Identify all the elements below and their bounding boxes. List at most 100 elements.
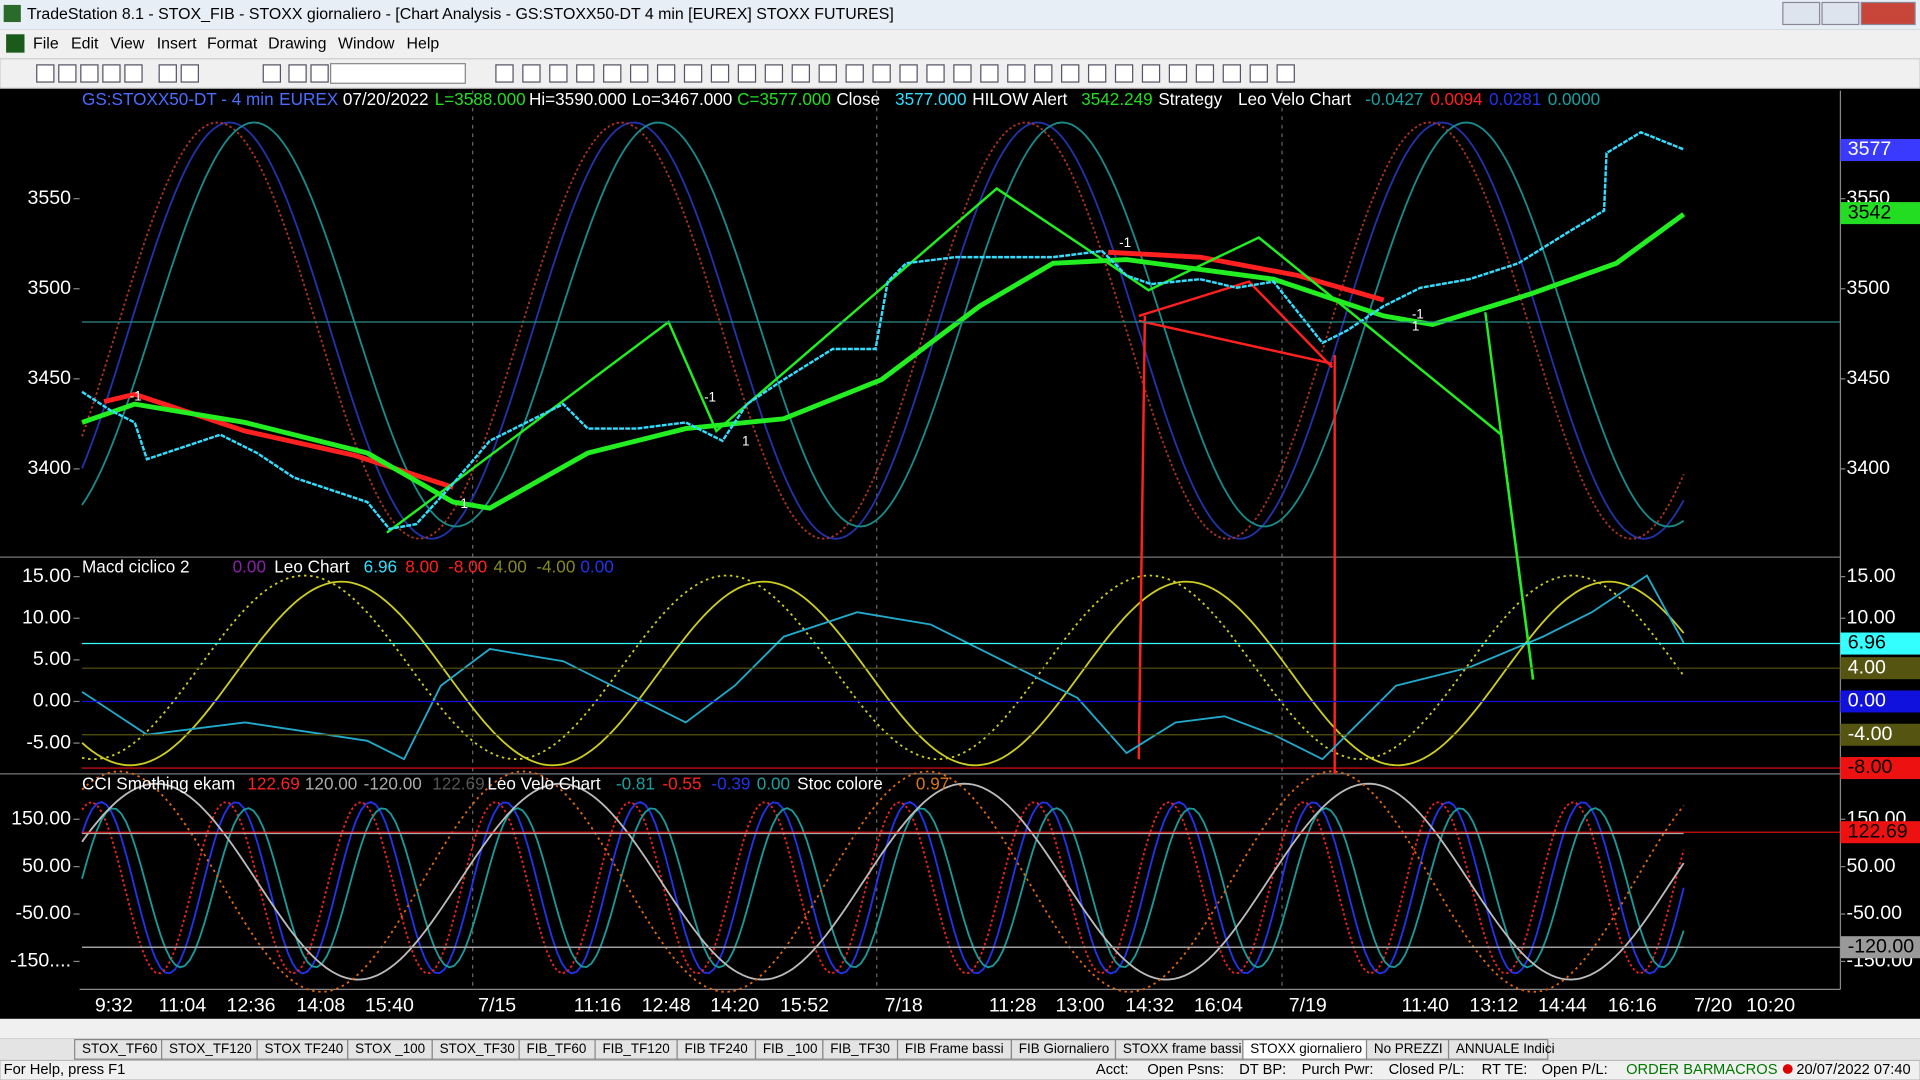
- toolbar-icon[interactable]: [953, 64, 972, 83]
- toolbar-icon[interactable]: [1141, 64, 1161, 83]
- indicator-header: Strategy: [1158, 89, 1222, 109]
- toolbar-icon[interactable]: [522, 64, 541, 83]
- toolbar-icon[interactable]: [710, 64, 730, 83]
- toolbar-icon[interactable]: [683, 64, 703, 83]
- menu-item[interactable]: Drawing: [268, 35, 326, 52]
- sheet-tab-label[interactable]: STOX_TF120: [169, 1041, 252, 1056]
- toolbar-icon[interactable]: [980, 64, 999, 83]
- status-field: Open Psns:: [1147, 1062, 1224, 1078]
- toolbar-icon[interactable]: [1168, 64, 1188, 83]
- y2-tick-label: 3500: [1847, 277, 1891, 299]
- sheet-tab-label[interactable]: STOX TF240: [264, 1041, 343, 1056]
- price-oscillator: [81, 121, 1685, 528]
- sheet-tab-label[interactable]: FIB_TF60: [527, 1041, 587, 1056]
- sheet-tab-label[interactable]: ANNUALE Indici: [1456, 1041, 1555, 1056]
- toolbar-icon[interactable]: [288, 64, 307, 83]
- value-badge-label: -8.00: [1848, 756, 1893, 778]
- value-badge-label: 3542: [1848, 201, 1892, 223]
- menu-item[interactable]: Edit: [71, 35, 99, 52]
- toolbar-icon[interactable]: [926, 64, 945, 83]
- toolbar-icon[interactable]: [1061, 64, 1080, 83]
- x-tick-label: 11:04: [159, 995, 207, 1017]
- toolbar-icon[interactable]: [845, 64, 864, 83]
- menu-item[interactable]: Insert: [157, 35, 197, 52]
- sheet-tab-label[interactable]: FIB TF240: [684, 1041, 747, 1056]
- toolbar-icon[interactable]: [899, 64, 918, 83]
- toolbar-icon[interactable]: [576, 64, 595, 83]
- toolbar-icon[interactable]: [80, 64, 99, 83]
- toolbar-icon[interactable]: [1087, 64, 1107, 83]
- status-led: [1782, 1064, 1793, 1074]
- sheet-tab-label[interactable]: No PREZZI: [1374, 1041, 1443, 1056]
- toolbar-icon[interactable]: [1195, 64, 1215, 83]
- menu-item[interactable]: Window: [338, 35, 395, 52]
- value-badge-label: 3577: [1848, 138, 1892, 160]
- toolbar-icon[interactable]: [549, 64, 568, 83]
- status-bar: [0, 1059, 1920, 1080]
- toolbar-icon[interactable]: [1114, 64, 1134, 83]
- toolbar-icon[interactable]: [124, 64, 143, 83]
- sheet-tab-label[interactable]: STOXX frame bassi: [1123, 1041, 1242, 1056]
- toolbar-icon[interactable]: [1276, 64, 1295, 83]
- sheet-tab-label[interactable]: FIB Giornaliero: [1019, 1041, 1109, 1056]
- menu-item[interactable]: View: [110, 35, 145, 52]
- toolbar-icon[interactable]: [603, 64, 622, 83]
- toolbar-icon[interactable]: [102, 64, 121, 83]
- y-tick-label: 0.00: [33, 690, 71, 712]
- toolbar-icon[interactable]: [495, 64, 514, 83]
- menu-item[interactable]: File: [33, 35, 59, 52]
- toolbar-icon[interactable]: [310, 64, 329, 83]
- toolbar-icon[interactable]: [656, 64, 676, 83]
- status-field: RT TE:: [1482, 1062, 1528, 1078]
- toolbar-icon[interactable]: [158, 64, 177, 83]
- toolbar-icon[interactable]: [58, 64, 77, 83]
- toolbar-icon[interactable]: [872, 64, 891, 83]
- toolbar-icon[interactable]: [1222, 64, 1242, 83]
- sheet-tab-label[interactable]: STOX_TF60: [82, 1041, 157, 1056]
- sheet-tab-label[interactable]: STOXX giornaliero: [1250, 1041, 1362, 1056]
- sheet-tab-label[interactable]: STOX _100: [355, 1041, 425, 1056]
- sheet-tab[interactable]: [1447, 1038, 1549, 1060]
- indicator-header: 0.00: [233, 557, 266, 577]
- toolbar-icon[interactable]: [764, 64, 784, 83]
- value-badge: [1840, 690, 1920, 713]
- sheet-tab-label[interactable]: FIB_TF120: [602, 1041, 669, 1056]
- value-badge: [1840, 632, 1920, 655]
- x-tick-label: 7/15: [478, 995, 516, 1017]
- toolbar-icon[interactable]: [630, 64, 649, 83]
- toolbar-icon[interactable]: [1007, 64, 1026, 83]
- toolbar-icon[interactable]: [791, 64, 810, 83]
- macd-line: [81, 574, 1685, 761]
- status-field: Open P/L:: [1542, 1062, 1608, 1078]
- menu-item[interactable]: Format: [207, 35, 258, 52]
- toolbar-icon[interactable]: [737, 64, 757, 83]
- toolbar-icon[interactable]: [818, 64, 837, 83]
- sheet-tab-label[interactable]: FIB _100: [763, 1041, 818, 1056]
- toolbar-icon[interactable]: [180, 64, 199, 83]
- y-tick-label: 10.00: [22, 606, 71, 628]
- h-scrollbar[interactable]: [0, 1018, 1920, 1039]
- indicator-header: 3542.249: [1081, 89, 1152, 109]
- sheet-tab-label[interactable]: STOX_TF30: [440, 1041, 515, 1056]
- toolbar-icon[interactable]: [1034, 64, 1053, 83]
- status-order-bar[interactable]: ORDER BAR: [1626, 1062, 1713, 1078]
- status-macros[interactable]: MACROS: [1713, 1062, 1778, 1078]
- symbol-combo[interactable]: [330, 63, 466, 84]
- toolbar-icon[interactable]: [262, 64, 282, 83]
- status-field: DT BP:: [1239, 1062, 1286, 1078]
- toolbar-icon[interactable]: [36, 64, 55, 83]
- toolbar-icon[interactable]: [1249, 64, 1268, 83]
- indicator-header: -0.55: [662, 773, 701, 793]
- x-tick-label: 7/19: [1289, 995, 1327, 1017]
- y-tick-label: 5.00: [33, 648, 71, 670]
- status-field: Purch Pwr:: [1302, 1062, 1374, 1078]
- menu-item[interactable]: Help: [407, 35, 440, 52]
- sheet-tab-label[interactable]: FIB_TF30: [830, 1041, 890, 1056]
- sheet-tab-label[interactable]: FIB Frame bassi: [905, 1041, 1004, 1056]
- indicator-header: Lo=3467.000: [632, 89, 732, 109]
- maximize-button[interactable]: [1821, 1, 1860, 26]
- close-button[interactable]: [1860, 1, 1916, 26]
- minimize-button[interactable]: [1782, 1, 1821, 26]
- indicator-header: 8.00: [405, 557, 438, 577]
- value-badge-label: 4.00: [1848, 656, 1886, 678]
